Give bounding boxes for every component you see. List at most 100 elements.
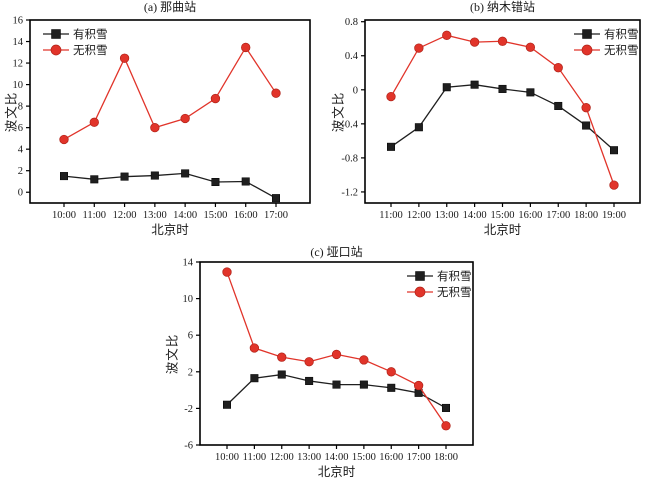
legend-label: 无积雪	[604, 44, 639, 57]
data-point	[150, 122, 160, 133]
x-tick-label: 18:00	[574, 210, 598, 221]
data-point	[304, 357, 314, 367]
x-axis: 11:00 12:00 13:00 14:00 15:00 16:00 17:00 18:00…	[379, 203, 626, 221]
data-point	[610, 146, 618, 155]
x-tick-label: 12:00	[407, 210, 431, 221]
legend-marker	[51, 29, 61, 39]
series-line	[226, 373, 447, 409]
data-point	[414, 123, 423, 132]
data-point	[359, 355, 369, 365]
data-point	[241, 177, 250, 186]
y-axis-label: 波文比	[4, 91, 19, 133]
x-tick-label: 12:00	[270, 452, 294, 463]
y-tick-label: 0.4	[345, 51, 359, 62]
y-tick-label: 2	[18, 166, 23, 177]
x-tick-label: 18:00	[434, 452, 458, 463]
x-tick-label: 16:00	[379, 452, 403, 463]
legend-label: 有积雪	[73, 27, 108, 41]
plot-area-b: -1.2-0.8-0.400.40.811:00 12:00 13:00 14:00 1…	[341, 17, 641, 221]
data-point	[609, 180, 619, 190]
data-point	[441, 421, 451, 431]
legend-item: 有积雪	[43, 27, 108, 41]
data-point	[119, 53, 130, 63]
y-tick-label: -0.8	[341, 153, 358, 164]
x-tick-label: 13:00	[143, 210, 167, 221]
y-tick-label: 16	[13, 16, 24, 27]
x-tick-label: 13:00	[297, 452, 321, 463]
x-tick-label: 15:00	[491, 210, 515, 221]
y-axis: -6 -2 2 6 10 14	[183, 258, 200, 452]
data-point	[554, 101, 563, 110]
x-axis-label: 北京时	[483, 223, 522, 237]
data-point	[413, 380, 424, 391]
x-tick-label: 14:00	[463, 210, 487, 221]
plot-area-a: 0 2 4 6 8 10 12 14 16 10:00 11:00 12:00 13:00 14:00 15…	[13, 16, 311, 221]
chart-title: (b) 纳木错站	[470, 0, 535, 14]
x-tick-label: 17:00	[546, 210, 570, 221]
data-point	[331, 349, 342, 360]
x-tick-label: 10:00	[52, 210, 76, 221]
data-point	[498, 84, 507, 93]
legend-item: 无积雪	[407, 286, 472, 299]
y-tick-label: -1.2	[341, 187, 358, 198]
data-point	[180, 113, 190, 124]
series-with-snow	[387, 80, 618, 155]
data-point	[150, 171, 159, 180]
x-axis: 10:00 11:00 12:00 13:00 14:00 15:00 16:00 17:00	[52, 203, 288, 221]
chart-yakou-station: -6 -2 2 6 10 14 10:00 11:00 12:00 13:00 14:00 15:00…	[160, 240, 490, 481]
series-line	[63, 172, 277, 199]
y-tick-label: 8	[18, 102, 23, 113]
data-point	[210, 93, 221, 104]
data-point	[120, 172, 129, 181]
y-axis: -1.2 -0.8 -0.4 0 0.4 0.8	[341, 17, 365, 198]
y-tick-label: -0.4	[341, 119, 358, 130]
data-point	[442, 30, 452, 40]
data-point	[526, 88, 535, 97]
x-tick-label: 17:00	[407, 452, 431, 463]
data-point	[211, 178, 220, 187]
legend-marker	[414, 286, 426, 298]
data-point	[470, 80, 479, 89]
x-tick-label: 16:00	[234, 210, 258, 221]
data-point	[332, 380, 341, 389]
data-point	[60, 172, 68, 181]
data-point	[181, 169, 190, 178]
series-line	[390, 84, 615, 151]
x-tick-label: 10:00	[215, 452, 239, 463]
series-line	[226, 271, 447, 427]
data-point	[249, 343, 260, 353]
x-axis: 10:00 11:00 12:00 13:00 14:00 15:00 16:00 17:00…	[215, 445, 458, 463]
chart-naqu-station: 0 2 4 6 8 10 12 14 16 10:00 11:00 12:00 13:00 14:00 15…	[0, 0, 325, 240]
legend-item: 有积雪	[407, 269, 472, 283]
y-tick-label: -2	[184, 404, 193, 415]
data-point	[442, 403, 450, 412]
y-tick-label: 10	[183, 294, 194, 305]
chart-title: (c) 垭口站	[310, 245, 363, 259]
y-tick-label: -6	[184, 441, 193, 452]
y-tick-label: 6	[18, 123, 23, 134]
data-point	[525, 42, 536, 52]
data-point	[305, 376, 314, 385]
data-point	[359, 380, 368, 389]
x-tick-label: 15:00	[352, 452, 376, 463]
x-tick-label: 19:00	[602, 210, 626, 221]
y-tick-label: 2	[188, 367, 193, 378]
data-point	[271, 88, 281, 98]
data-point	[442, 83, 451, 92]
y-axis: 0 2 4 6 8 10 12 14 16	[13, 16, 30, 199]
y-tick-label: 6	[188, 331, 193, 342]
data-point	[250, 374, 259, 383]
data-point	[582, 121, 591, 130]
x-axis-label: 北京时	[151, 223, 189, 237]
y-tick-label: 12	[13, 59, 24, 70]
series-line	[63, 46, 277, 141]
data-point	[223, 400, 231, 409]
data-point	[387, 142, 395, 151]
chart-namco-station: -1.2 -0.8 -0.4 0 0.4 0.8 11:00 12:00 13:00 14:00 1…	[325, 0, 650, 240]
x-tick-label: 17:00	[264, 210, 288, 221]
series-with-snow	[60, 169, 280, 203]
y-tick-label: 10	[13, 80, 24, 91]
data-point	[386, 91, 396, 102]
